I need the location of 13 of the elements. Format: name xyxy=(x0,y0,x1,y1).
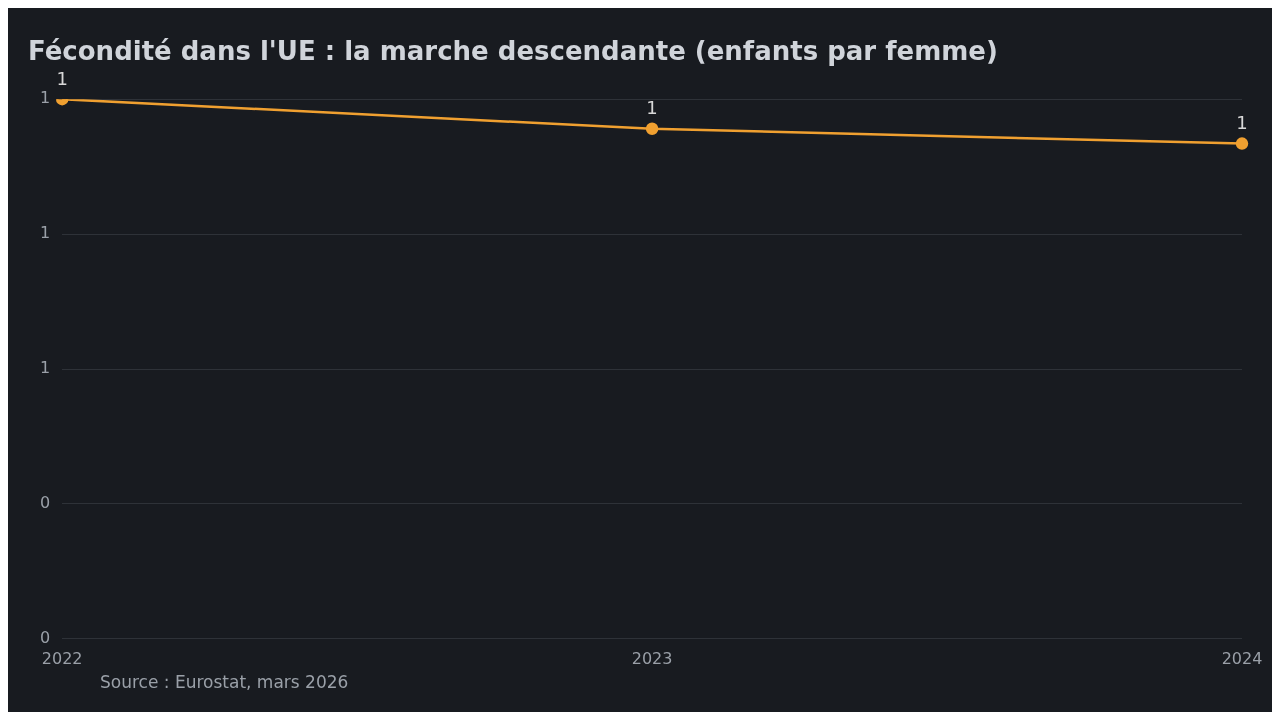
chart-title: Fécondité dans l'UE : la marche descendante (enfants par femme) xyxy=(28,36,998,67)
data-label: 1 xyxy=(646,97,658,119)
source-note: Source : Eurostat, mars 2026 xyxy=(99,672,350,692)
y-tick-label: 1 xyxy=(39,88,51,108)
y-tick-label: 0 xyxy=(39,627,51,647)
x-tick-label: 2022 xyxy=(41,648,83,668)
y-tick-label: 1 xyxy=(39,358,51,378)
data-label: 1 xyxy=(56,67,68,89)
y-tick-label: 0 xyxy=(39,493,51,513)
x-tick-label: 2024 xyxy=(1221,648,1263,668)
y-tick-label: 1 xyxy=(39,223,51,243)
x-tick-label: 2023 xyxy=(631,648,673,668)
data-label: 1 xyxy=(1236,112,1248,134)
